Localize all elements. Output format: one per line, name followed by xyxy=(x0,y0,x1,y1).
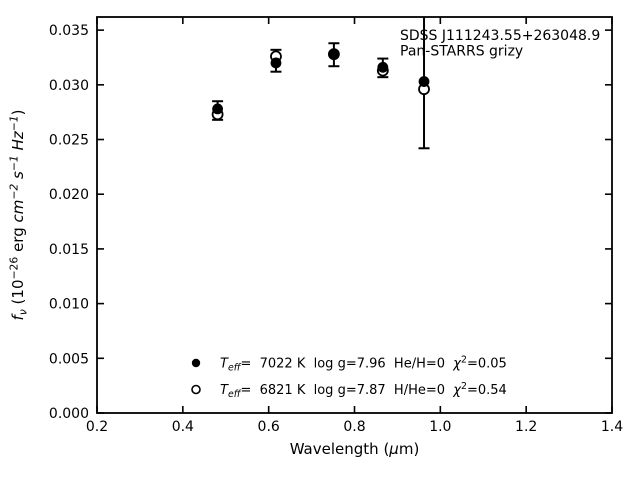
y-axis-label-run: Hz xyxy=(9,130,27,150)
y-tick-label-0.025: 0.025 xyxy=(49,133,89,149)
x-axis-label-run: m) xyxy=(399,440,419,458)
y-tick-label-0.010: 0.010 xyxy=(49,297,89,313)
y-axis-label-run: −26 xyxy=(7,257,20,280)
marker-filled-i xyxy=(328,48,340,60)
marker-filled-g xyxy=(212,103,223,115)
marker-filled-r xyxy=(270,57,282,69)
legend-marker-filled xyxy=(191,358,201,368)
x-tick-label-1.4: 1.4 xyxy=(601,419,623,435)
legend-entry-2-run: χ xyxy=(452,383,462,398)
x-tick-label-0.4: 0.4 xyxy=(172,419,194,435)
legend-entry-2-run: eff xyxy=(228,389,242,400)
legend-entry-2: Teff= 6821 K log g=7.87 H/He=0 χ2=0.54 xyxy=(220,381,507,400)
y-axis-label-run: (10 xyxy=(9,280,27,310)
y-axis-label-run: s xyxy=(9,171,27,179)
x-axis-label-run: μ xyxy=(388,440,399,458)
marker-filled-y xyxy=(418,76,430,87)
legend-entry-2-run: T xyxy=(220,383,229,398)
x-tick-label-0.2: 0.2 xyxy=(86,419,108,435)
legend-entry-2-run: = 6821 K log g=7.87 H/He=0 xyxy=(240,383,453,398)
y-axis-label-run: cm xyxy=(9,200,27,223)
x-tick-label-0.6: 0.6 xyxy=(258,419,280,435)
y-axis-label: fν (10−26 erg cm−2 s−1 Hz−1) xyxy=(7,109,29,320)
legend-marker-open xyxy=(191,384,201,395)
legend-entry-1-run: eff xyxy=(228,363,242,374)
legend-entry-1-run: 2 xyxy=(461,355,467,366)
x-tick-label-1.2: 1.2 xyxy=(515,419,537,435)
legend-entry-1-run: T xyxy=(220,357,229,372)
legend-entry-2-run: =0.54 xyxy=(467,383,507,398)
legend-entry-2-run: 2 xyxy=(461,381,467,392)
chart-generated: 0.2 0.4 0.6 0.8 1.0 1.2 1.4 0.000 0.005 0.010 0.01… xyxy=(7,16,623,458)
y-axis-label-run: f xyxy=(9,313,27,321)
y-axis-label-run: −1 xyxy=(7,155,20,171)
y-axis-label-run: −1 xyxy=(7,115,20,131)
y-tick-label-0.000: 0.000 xyxy=(49,406,89,422)
y-tick-label-0.015: 0.015 xyxy=(49,242,89,258)
x-axis-label-run: Wavelength ( xyxy=(290,440,390,458)
plot-frame xyxy=(96,16,613,414)
marker-filled-z xyxy=(377,61,389,73)
y-tick-label-0.020: 0.020 xyxy=(49,187,89,203)
legend-entry-1-run: χ xyxy=(452,357,462,372)
y-tick-label-0.035: 0.035 xyxy=(49,23,89,39)
legend-entry-1-run: =0.05 xyxy=(467,357,507,372)
y-axis-label-run: ν xyxy=(17,309,30,315)
y-tick-label-0.030: 0.030 xyxy=(49,78,89,94)
y-axis-label-run: erg xyxy=(9,223,27,257)
annotation-object-name: SDSS J111243.55+263048.9 xyxy=(400,28,600,44)
x-tick-label-1.0: 1.0 xyxy=(429,419,451,435)
annotation-survey: Pan-STARRS grizy xyxy=(400,44,523,60)
y-axis-label-run: −2 xyxy=(7,184,20,200)
x-axis-label: Wavelength (μm) xyxy=(290,440,420,458)
y-axis-label-run: ) xyxy=(9,109,27,115)
legend-entry-1-run: = 7022 K log g=7.96 He/H=0 xyxy=(240,357,453,372)
legend-entry-1: Teff= 7022 K log g=7.96 He/H=0 χ2=0.05 xyxy=(220,355,507,374)
y-tick-label-0.005: 0.005 xyxy=(49,351,89,367)
x-tick-label-0.8: 0.8 xyxy=(343,419,365,435)
